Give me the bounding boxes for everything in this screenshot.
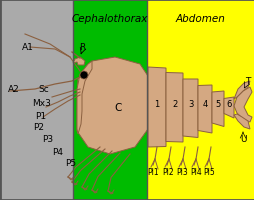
Text: A1: A1 — [22, 42, 34, 51]
Text: Pl4: Pl4 — [189, 168, 201, 177]
Bar — [72, 0, 146, 200]
Text: P4: P4 — [52, 148, 63, 157]
Polygon shape — [77, 62, 92, 134]
Polygon shape — [73, 58, 85, 66]
Text: Cephalothorax: Cephalothorax — [71, 14, 147, 24]
Text: Pl5: Pl5 — [202, 168, 214, 177]
Polygon shape — [233, 82, 249, 100]
Text: Pl1: Pl1 — [147, 168, 158, 177]
Text: 6: 6 — [226, 100, 231, 109]
Text: 1: 1 — [154, 100, 159, 109]
Text: 2: 2 — [172, 100, 177, 109]
Polygon shape — [233, 114, 249, 129]
Text: 5: 5 — [215, 100, 220, 109]
Text: P5: P5 — [65, 159, 76, 168]
Text: T: T — [244, 77, 250, 86]
Circle shape — [80, 72, 88, 80]
Polygon shape — [211, 92, 223, 127]
Text: P2: P2 — [33, 122, 44, 131]
Text: U: U — [240, 135, 246, 144]
Text: Sc: Sc — [38, 85, 49, 94]
Text: P3: P3 — [42, 135, 53, 144]
Text: Pl2: Pl2 — [162, 168, 173, 177]
Polygon shape — [77, 58, 149, 154]
Bar — [0, 0, 72, 200]
Text: R: R — [78, 43, 85, 52]
Text: Pl3: Pl3 — [176, 168, 187, 177]
Text: Abdomen: Abdomen — [175, 14, 225, 24]
Text: Mx3: Mx3 — [32, 99, 51, 108]
Text: C: C — [114, 102, 121, 112]
Text: 4: 4 — [202, 100, 207, 109]
Text: A2: A2 — [8, 85, 20, 94]
Text: P1: P1 — [35, 112, 46, 121]
Polygon shape — [223, 98, 233, 118]
Polygon shape — [197, 86, 211, 133]
Text: 3: 3 — [187, 100, 193, 109]
Polygon shape — [165, 73, 182, 142]
Polygon shape — [182, 80, 197, 138]
Bar — [146, 0, 254, 200]
Polygon shape — [233, 88, 251, 122]
Polygon shape — [147, 68, 165, 147]
